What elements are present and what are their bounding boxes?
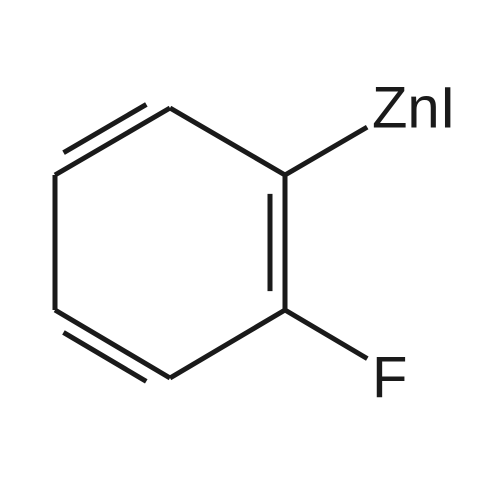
bond bbox=[170, 310, 285, 378]
chemical-structure: ZnI F bbox=[0, 0, 500, 500]
bond bbox=[55, 108, 170, 175]
bond bbox=[170, 108, 285, 175]
atom-label-f: F bbox=[372, 345, 407, 410]
bond bbox=[285, 127, 367, 175]
bond bbox=[55, 310, 170, 378]
bond bbox=[285, 310, 367, 359]
atom-label-zn: ZnI bbox=[372, 75, 456, 140]
